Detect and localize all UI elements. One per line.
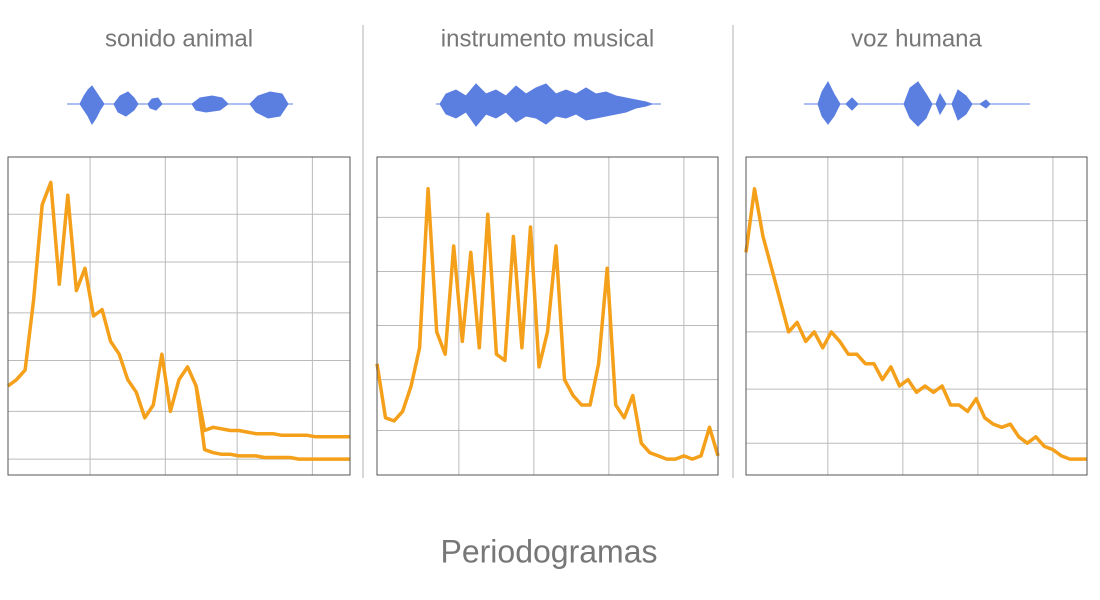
periodogram-line [194,385,350,461]
periodogram-line [744,187,1087,461]
plot-frame [376,156,719,476]
plot-area [746,157,1087,475]
panel-title: instrumento musical [441,25,654,52]
periodogram-line [6,180,350,439]
waveform [67,85,293,125]
panel-title: voz humana [851,25,982,52]
plot-frame [745,156,1088,476]
figure-title: Periodogramas [441,533,658,569]
waveform [804,80,1030,127]
periodogram-line [375,187,720,461]
plot-frame [7,156,351,476]
waveform [436,83,661,127]
plot-area [8,157,350,475]
panel-title: sonido animal [105,25,253,52]
